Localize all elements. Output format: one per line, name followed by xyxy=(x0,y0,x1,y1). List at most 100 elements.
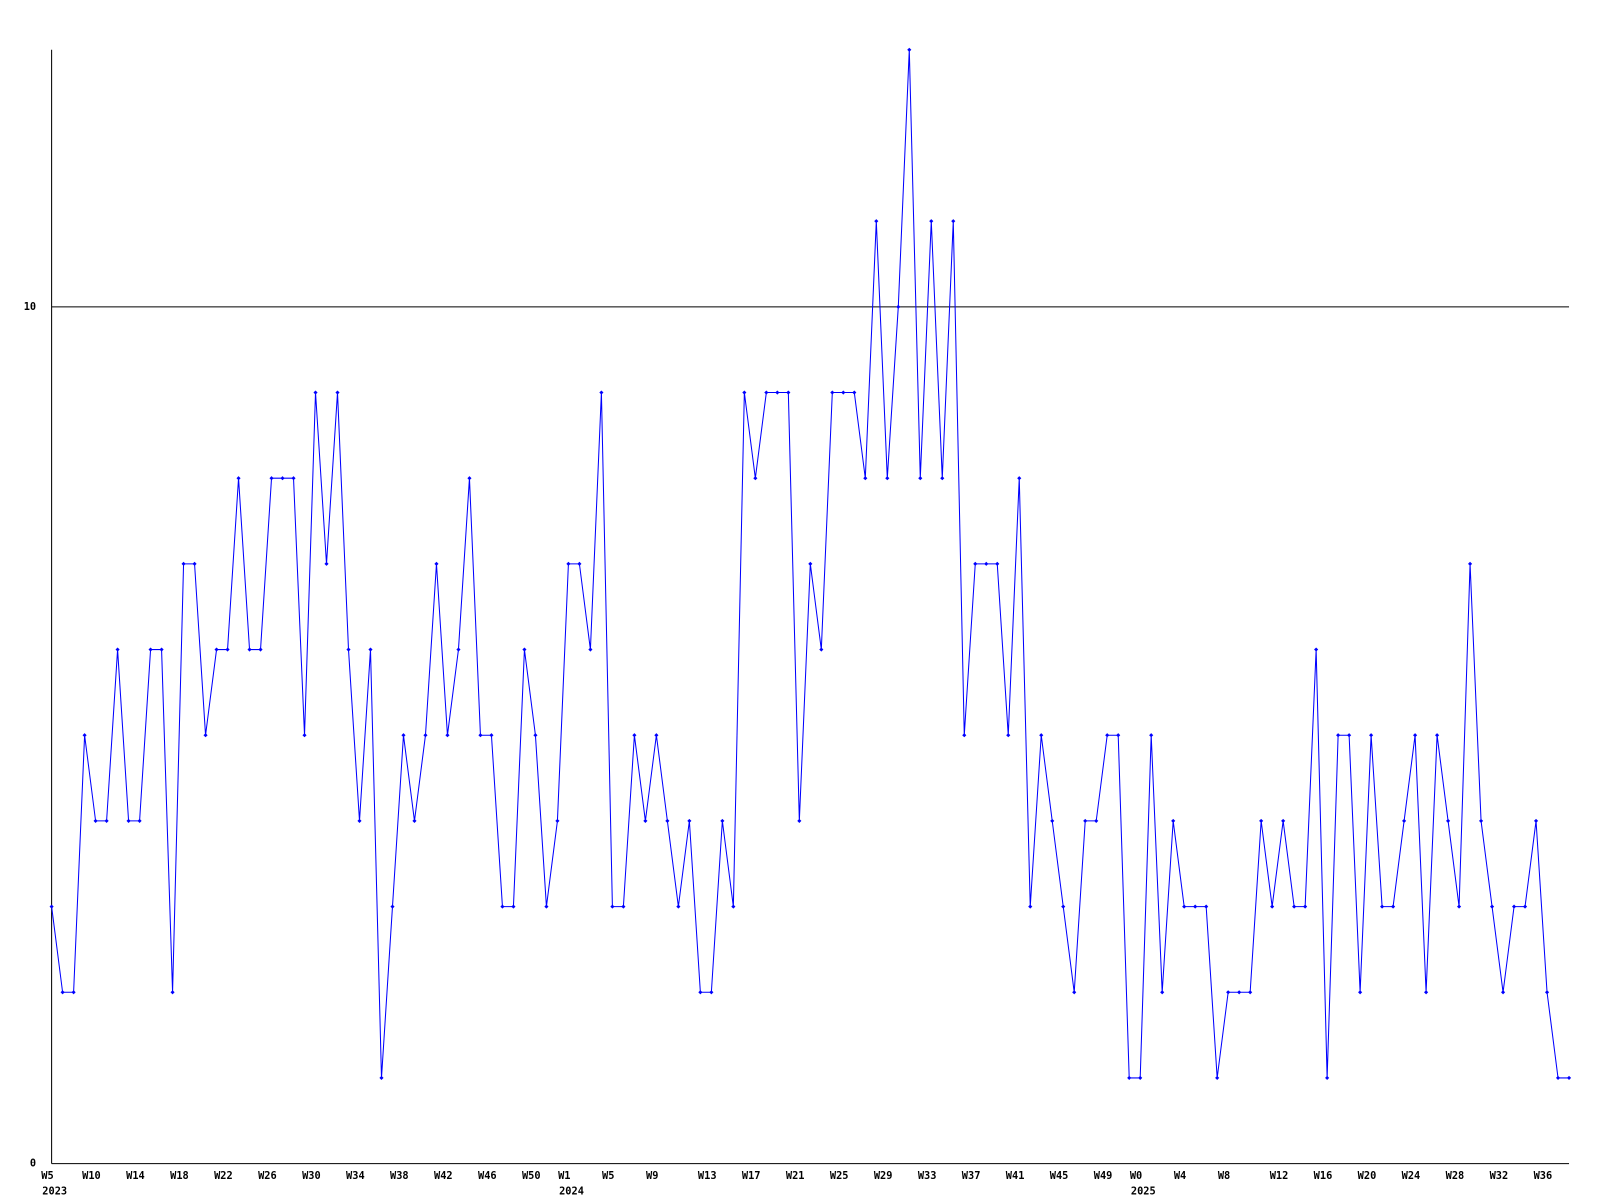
data-point xyxy=(742,390,747,395)
data-point xyxy=(49,904,54,909)
data-point xyxy=(1391,904,1396,909)
x-tick-label: W45 xyxy=(1050,1170,1069,1182)
data-point xyxy=(247,647,252,652)
data-point xyxy=(1325,1075,1330,1080)
data-point xyxy=(676,904,681,909)
data-point xyxy=(1380,904,1385,909)
x-year-label: 2025 xyxy=(1131,1185,1156,1197)
data-point xyxy=(720,818,725,823)
x-tick-label: W21 xyxy=(786,1170,805,1182)
data-point xyxy=(1215,1075,1220,1080)
data-point xyxy=(137,818,142,823)
data-point xyxy=(401,733,406,738)
data-point xyxy=(1105,733,1110,738)
data-point xyxy=(225,647,230,652)
data-point xyxy=(797,818,802,823)
data-point xyxy=(896,304,901,309)
data-point xyxy=(984,561,989,566)
data-point xyxy=(819,647,824,652)
data-point xyxy=(280,476,285,481)
data-point xyxy=(786,390,791,395)
data-point xyxy=(1237,990,1242,995)
data-point xyxy=(302,733,307,738)
data-point xyxy=(126,818,131,823)
data-point xyxy=(258,647,263,652)
data-point xyxy=(555,818,560,823)
data-point xyxy=(1358,990,1363,995)
data-point xyxy=(1468,561,1473,566)
data-point xyxy=(1533,818,1539,823)
data-point xyxy=(753,476,758,481)
data-point xyxy=(324,561,329,566)
data-point xyxy=(775,390,780,395)
data-point xyxy=(1050,818,1055,823)
data-point xyxy=(1193,904,1198,909)
data-point xyxy=(313,390,318,395)
y-tick-label: 0 xyxy=(30,1158,36,1170)
data-point xyxy=(335,390,340,395)
x-tick-label: W46 xyxy=(478,1170,497,1182)
data-point xyxy=(1544,990,1550,995)
data-point xyxy=(885,476,890,481)
data-point xyxy=(104,818,109,823)
data-point xyxy=(511,904,516,909)
x-tick-label: W49 xyxy=(1094,1170,1113,1182)
data-point xyxy=(181,561,186,566)
data-point xyxy=(522,647,527,652)
x-tick-label: W5 xyxy=(602,1170,614,1182)
data-point xyxy=(1413,733,1418,738)
data-point xyxy=(1094,818,1099,823)
data-point xyxy=(1555,1075,1561,1080)
data-point xyxy=(841,390,846,395)
data-point xyxy=(1248,990,1253,995)
data-point xyxy=(621,904,626,909)
data-point xyxy=(412,818,417,823)
x-tick-label: W16 xyxy=(1314,1170,1333,1182)
x-tick-label: W33 xyxy=(918,1170,937,1182)
data-point xyxy=(467,476,472,481)
data-point xyxy=(918,476,923,481)
data-point xyxy=(808,561,813,566)
data-point xyxy=(1072,990,1077,995)
x-tick-label: W32 xyxy=(1490,1170,1509,1182)
data-point xyxy=(577,561,582,566)
data-point xyxy=(1116,733,1121,738)
data-point xyxy=(159,647,164,652)
x-tick-label: W18 xyxy=(170,1170,189,1182)
data-point xyxy=(852,390,857,395)
data-point xyxy=(1314,647,1319,652)
data-point xyxy=(1402,818,1407,823)
data-point xyxy=(709,990,714,995)
data-point xyxy=(1522,904,1528,909)
data-point xyxy=(214,647,219,652)
data-point xyxy=(599,390,604,395)
x-tick-label: W24 xyxy=(1402,1170,1421,1182)
data-point xyxy=(1006,733,1011,738)
data-point xyxy=(423,733,428,738)
data-point xyxy=(1489,904,1495,909)
data-point xyxy=(1226,990,1231,995)
x-tick-label: W0 xyxy=(1130,1170,1142,1182)
data-point xyxy=(346,647,351,652)
x-tick-label: W38 xyxy=(390,1170,409,1182)
data-point xyxy=(1061,904,1066,909)
x-tick-label: W28 xyxy=(1446,1170,1465,1182)
data-point xyxy=(390,904,395,909)
x-tick-label: W30 xyxy=(302,1170,321,1182)
data-point xyxy=(1039,733,1044,738)
data-point xyxy=(1435,733,1440,738)
data-point xyxy=(1028,904,1033,909)
data-point xyxy=(940,476,945,481)
data-point xyxy=(1347,733,1352,738)
x-tick-label: W50 xyxy=(522,1170,541,1182)
x-tick-label: W14 xyxy=(126,1170,145,1182)
data-point xyxy=(533,733,538,738)
data-point xyxy=(1127,1075,1132,1080)
data-point xyxy=(1446,818,1451,823)
data-point xyxy=(1017,476,1022,481)
data-point xyxy=(1566,1075,1572,1080)
data-point xyxy=(1281,818,1286,823)
data-point xyxy=(203,733,208,738)
data-point xyxy=(665,818,670,823)
x-tick-label: W20 xyxy=(1358,1170,1377,1182)
